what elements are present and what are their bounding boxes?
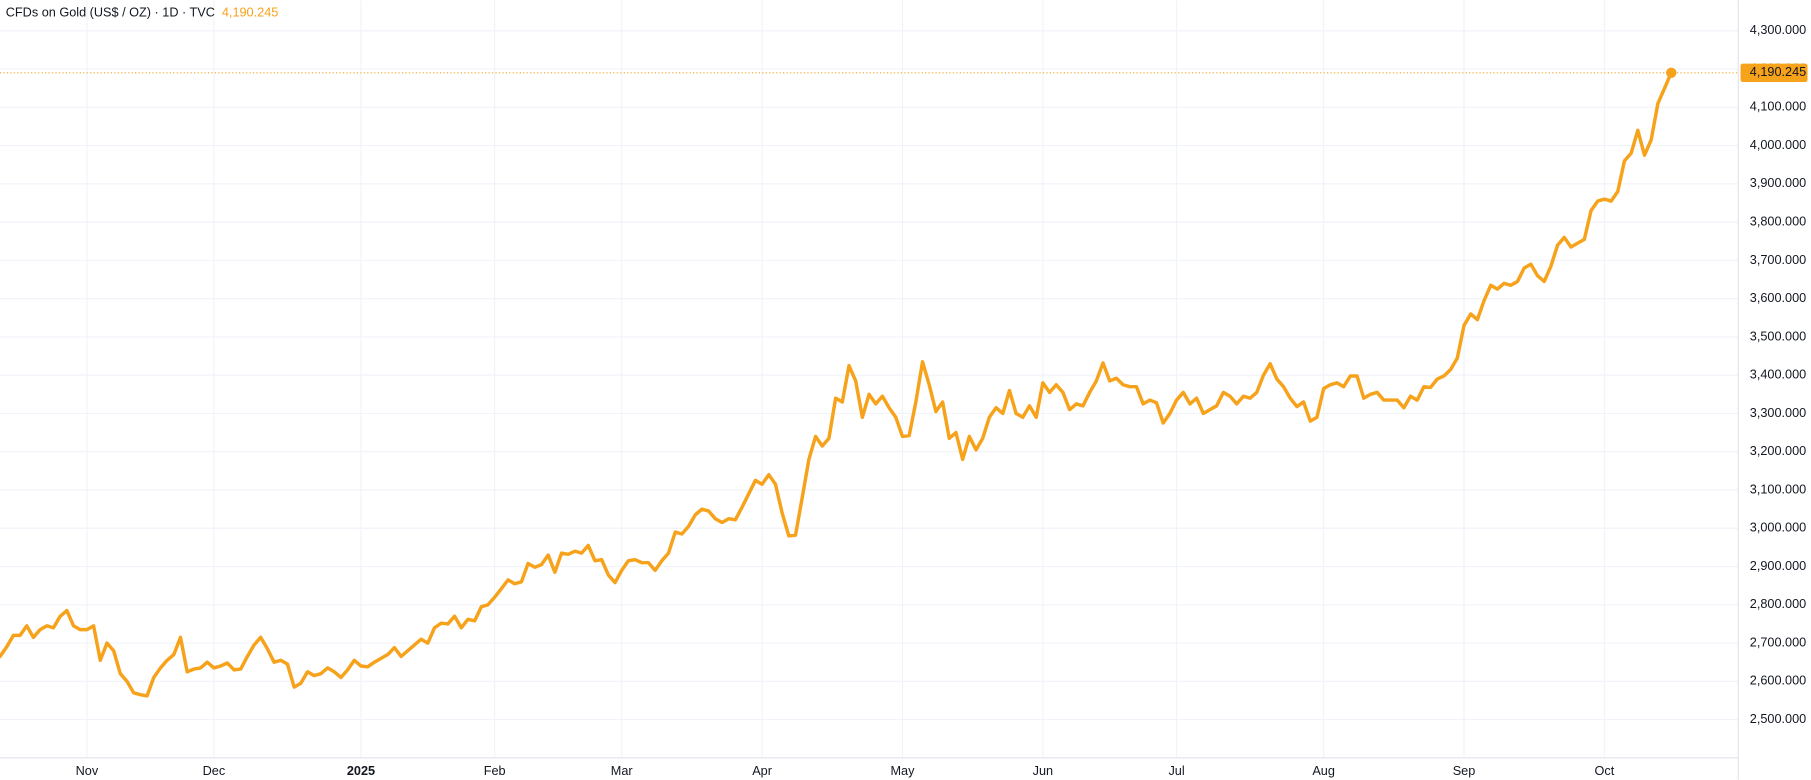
y-tick-label: 3,300.000 (1750, 406, 1806, 420)
x-tick-label: May (890, 764, 915, 778)
y-tick-label: 3,800.000 (1750, 214, 1806, 228)
y-tick-label: 2,800.000 (1750, 597, 1806, 611)
x-tick-label: Apr (752, 764, 773, 778)
x-tick-label: Dec (203, 764, 226, 778)
chart-title: CFDs on Gold (US$ / OZ) · 1D · TVC (6, 5, 215, 19)
y-tick-label: 3,700.000 (1750, 253, 1806, 267)
last-point (1666, 67, 1677, 79)
y-tick-label: 2,900.000 (1750, 559, 1806, 573)
x-tick-label: Mar (611, 764, 634, 778)
y-tick-label: 4,300.000 (1750, 23, 1806, 37)
y-tick-label: 3,400.000 (1750, 368, 1806, 382)
y-tick-label: 2,600.000 (1750, 674, 1806, 688)
y-tick-label: 4,100.000 (1750, 100, 1806, 114)
x-tick-label: Jul (1168, 764, 1184, 778)
y-tick-label: 4,000.000 (1750, 138, 1806, 152)
grid (0, 0, 1739, 758)
y-tick-label: 3,000.000 (1750, 521, 1806, 535)
y-tick-label: 3,200.000 (1750, 444, 1806, 458)
last-value-badge (1740, 63, 1808, 83)
y-tick-label: 2,700.000 (1750, 635, 1806, 649)
x-tick-label: Oct (1595, 764, 1615, 778)
title-last-value: 4,190.245 (222, 5, 278, 19)
x-tick-label: Feb (484, 764, 506, 778)
price-line (0, 71, 1673, 698)
x-tick-label: Aug (1312, 764, 1335, 778)
last-value-label: 4,190.245 (1750, 65, 1806, 79)
axes: 2,500.000 2,600.000 2,700.000 2,800.000 2,90… (76, 23, 1808, 778)
y-tick-label: 3,500.000 (1750, 329, 1806, 343)
y-tick-label: 3,600.000 (1750, 291, 1806, 305)
x-tick-label: 2025 (347, 764, 375, 778)
y-tick-label: 3,900.000 (1750, 176, 1806, 190)
y-tick-label: 3,100.000 (1750, 482, 1806, 496)
y-tick-label: 2,500.000 (1750, 712, 1806, 726)
x-tick-label: Sep (1453, 764, 1476, 778)
plot-area (0, 67, 1739, 698)
x-tick-label: Jun (1033, 764, 1053, 778)
x-tick-label: Nov (76, 764, 99, 778)
